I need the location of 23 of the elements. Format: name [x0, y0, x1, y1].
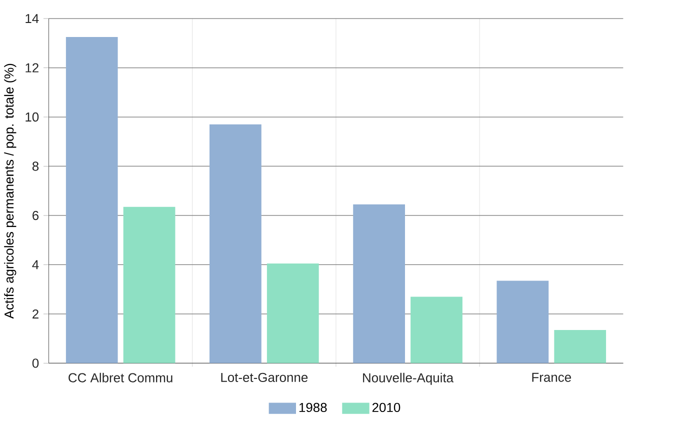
bar — [66, 36, 118, 364]
bar — [353, 204, 405, 364]
y-tick-label: 6 — [32, 210, 39, 220]
bar — [266, 263, 319, 364]
y-tick-label: 8 — [32, 162, 39, 171]
legend-label: 1988 — [299, 402, 327, 412]
y-tick-label: 10 — [26, 112, 39, 122]
x-tick-label: France — [532, 372, 571, 382]
x-tick-label: Nouvelle-Aquita — [363, 372, 454, 385]
bar — [496, 280, 549, 364]
y-axis-title: Actifs agricoles permanents / pop. totale (%) — [4, 64, 16, 319]
y-tick-label: 4 — [32, 260, 39, 270]
bar — [210, 124, 262, 364]
bar — [123, 206, 176, 364]
y-tick-label: 12 — [26, 63, 38, 72]
y-tick-label: 0 — [32, 358, 39, 368]
legend-label: 2010 — [372, 402, 400, 412]
y-tick-label: 2 — [32, 309, 38, 318]
bar — [410, 296, 462, 364]
bar — [554, 330, 606, 364]
x-tick-label: CC Albret Commu — [68, 372, 172, 382]
y-tick-label: 14 — [26, 14, 39, 23]
x-tick-label: Lot-et-Garonne — [221, 372, 308, 382]
